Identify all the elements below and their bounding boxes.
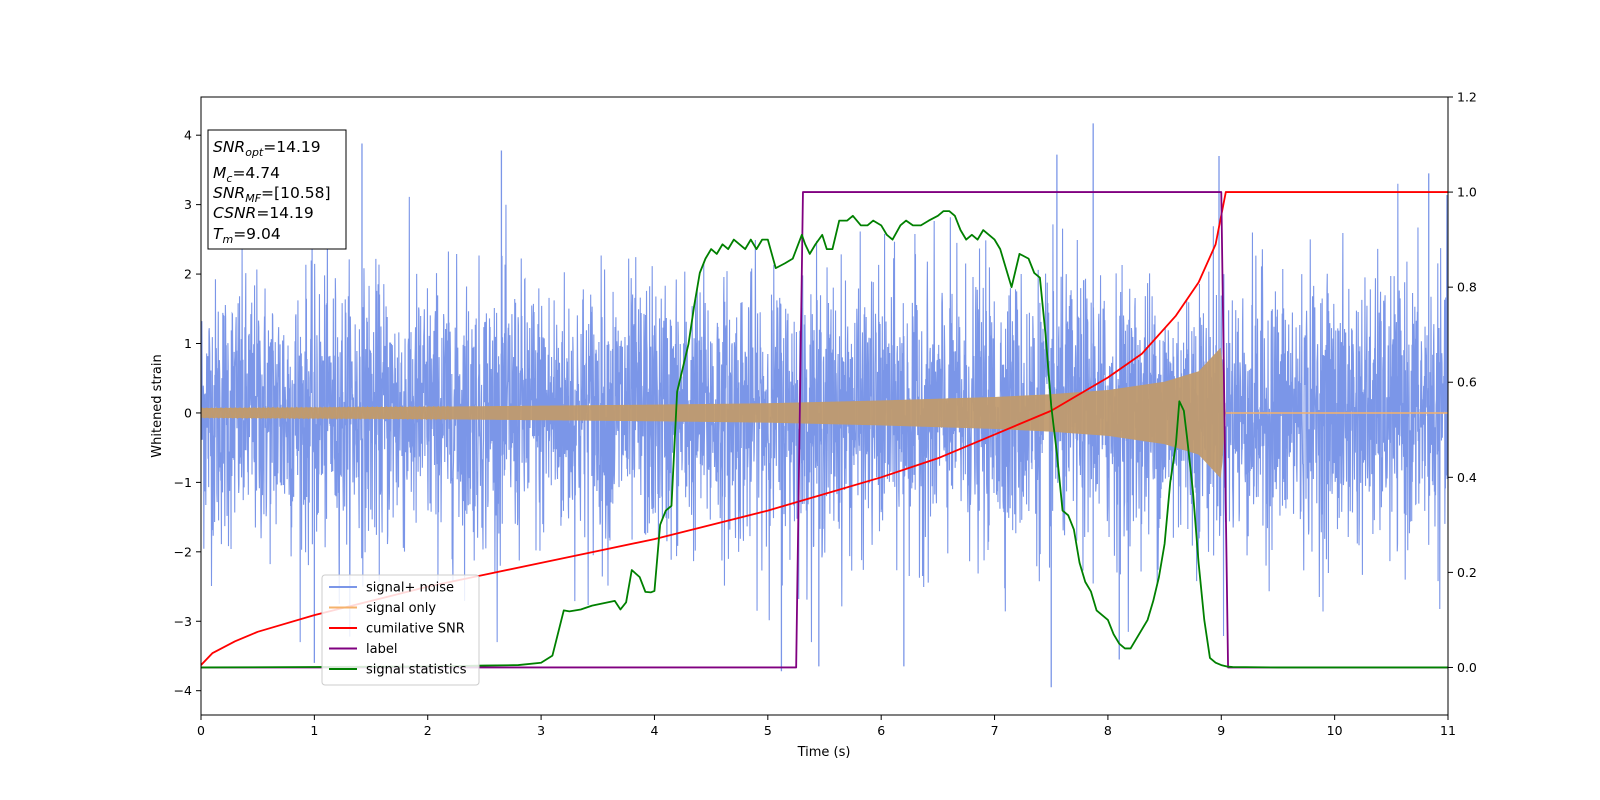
info-box: SNRopt=14.19 Mc=4.74 SNRMF=[10.58] CSNR=… bbox=[207, 129, 347, 250]
legend-label: signal only bbox=[366, 601, 436, 616]
legend-label: cumilative SNR bbox=[366, 622, 465, 637]
signal-statistics-line bbox=[201, 210, 1448, 669]
x-tick-label: 8 bbox=[1104, 723, 1112, 738]
y-axis-right: 0.0 0.2 0.4 0.6 0.8 1.0 1.2 bbox=[1448, 90, 1477, 675]
x-tick-label: 4 bbox=[650, 723, 658, 738]
x-tick-label: 1 bbox=[310, 723, 318, 738]
signal-only-series bbox=[201, 347, 1448, 479]
y-left-tick-label: 2 bbox=[184, 267, 192, 282]
y-left-tick-label: 1 bbox=[184, 336, 192, 351]
chirp-oscillation bbox=[201, 405, 451, 421]
legend-label: signal+ noise bbox=[366, 581, 454, 596]
x-axis-label: Time (s) bbox=[797, 745, 851, 760]
info-box-frame bbox=[207, 129, 347, 250]
info-snr-opt: SNRopt=14.19 bbox=[213, 138, 321, 159]
x-tick-label: 6 bbox=[877, 723, 885, 738]
chirp-band bbox=[201, 347, 1226, 479]
y-right-tick-label: 0.2 bbox=[1457, 565, 1477, 580]
x-axis: 0 1 2 3 4 5 6 7 8 9 10 11 bbox=[197, 715, 1456, 738]
overlay-series bbox=[201, 191, 1448, 669]
legend: signal+ noise signal only cumilative SNR la… bbox=[321, 574, 480, 686]
legend-label: label bbox=[366, 642, 397, 657]
y-left-tick-label: −1 bbox=[174, 475, 192, 490]
y-left-tick-label: 4 bbox=[184, 128, 192, 143]
cumulative-snr-line bbox=[201, 191, 1448, 666]
y-right-tick-label: 1.0 bbox=[1457, 185, 1477, 200]
legend-label: signal statistics bbox=[366, 663, 467, 678]
y-left-tick-label: 3 bbox=[184, 197, 192, 212]
x-tick-label: 11 bbox=[1440, 723, 1456, 738]
x-tick-label: 5 bbox=[764, 723, 772, 738]
info-snr-mf: SNRMF=[10.58] bbox=[213, 184, 331, 205]
legend-frame bbox=[321, 574, 480, 686]
plot-area bbox=[201, 123, 1448, 688]
y-left-tick-label: 0 bbox=[184, 405, 192, 420]
x-tick-label: 0 bbox=[197, 723, 205, 738]
info-mc: Mc=4.74 bbox=[213, 164, 280, 185]
info-csnr: CSNR=14.19 bbox=[213, 204, 314, 222]
y-left-tick-label: −3 bbox=[174, 614, 192, 629]
x-tick-label: 9 bbox=[1217, 723, 1225, 738]
x-tick-label: 7 bbox=[991, 723, 999, 738]
plot-frame bbox=[200, 96, 1449, 716]
y-right-tick-label: 0.6 bbox=[1457, 375, 1477, 390]
y-left-tick-label: −4 bbox=[174, 683, 192, 698]
x-tick-label: 10 bbox=[1327, 723, 1343, 738]
y-right-tick-label: 1.2 bbox=[1457, 90, 1477, 105]
x-tick-label: 3 bbox=[537, 723, 545, 738]
y-axis-left: −4 −3 −2 −1 0 1 2 3 4 bbox=[174, 128, 201, 698]
y-axis-label: Whitened strain bbox=[150, 354, 165, 457]
y-left-tick-label: −2 bbox=[174, 544, 192, 559]
y-right-tick-label: 0.0 bbox=[1457, 660, 1477, 675]
y-right-tick-label: 0.4 bbox=[1457, 470, 1477, 485]
info-tm: Tm=9.04 bbox=[213, 225, 281, 246]
x-tick-label: 2 bbox=[424, 723, 432, 738]
y-right-tick-label: 0.8 bbox=[1457, 280, 1477, 295]
